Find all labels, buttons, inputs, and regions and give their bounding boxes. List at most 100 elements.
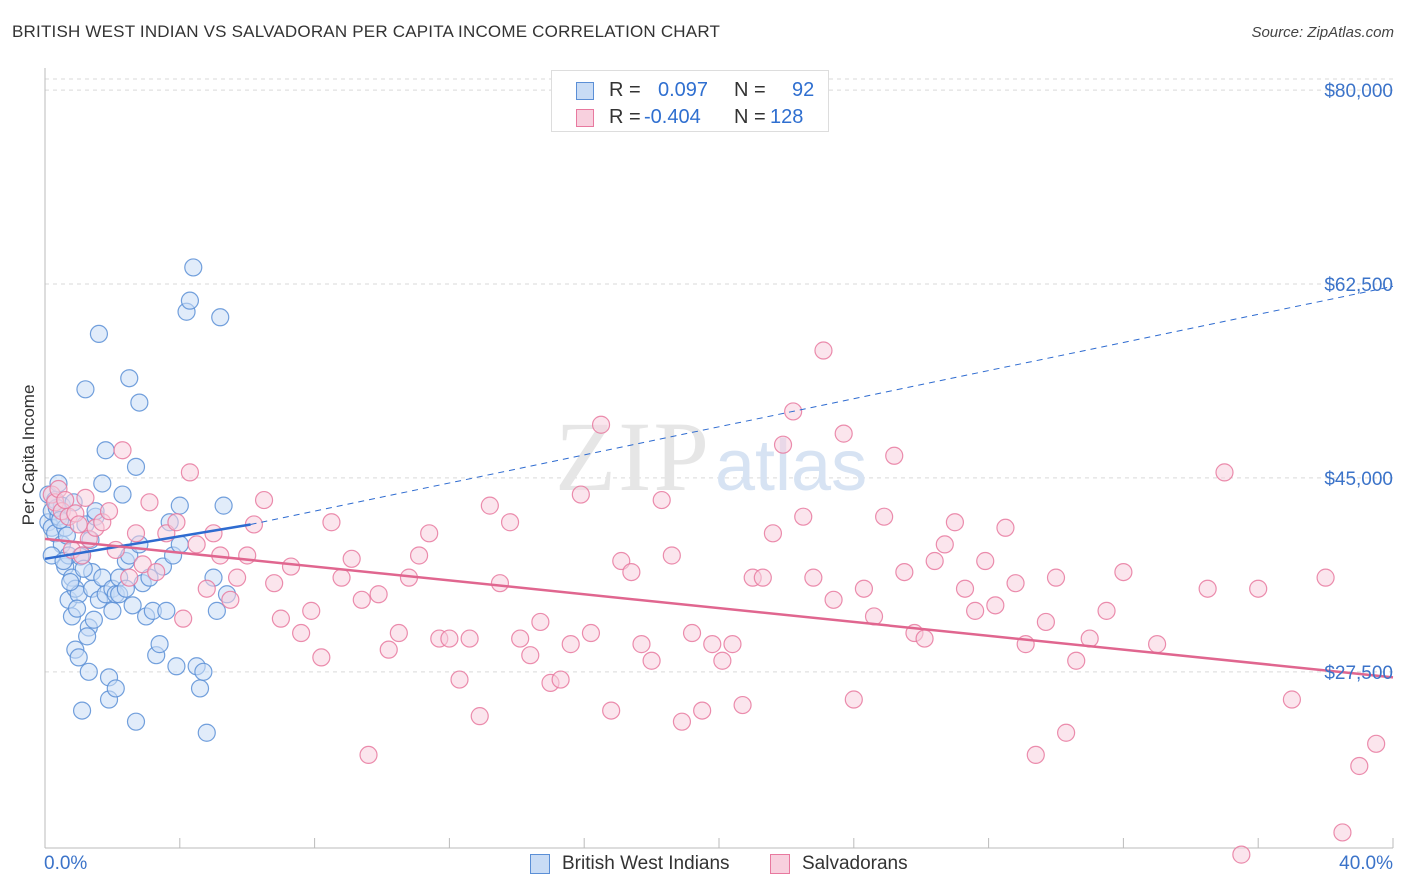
- data-point-salvadoran: [885, 446, 904, 465]
- data-point-salvadoran: [672, 712, 692, 731]
- data-point-salvadoran: [99, 502, 119, 521]
- legend-n-value: 92: [792, 79, 815, 101]
- chart-title: BRITISH WEST INDIAN VS SALVADORAN PER CA…: [12, 22, 721, 41]
- data-point-salvadoran: [521, 646, 540, 665]
- legend-row-blue: R = 0.097 N = 92: [552, 76, 828, 104]
- legend-r-value: 0.097: [658, 79, 709, 101]
- data-point-salvadoran: [652, 490, 671, 510]
- data-point-salvadoran: [440, 629, 459, 648]
- data-point-british-west-indian: [150, 635, 169, 654]
- data-point-british-west-indian: [103, 601, 122, 620]
- data-point-salvadoran: [854, 579, 874, 598]
- data-point-salvadoran: [581, 623, 601, 643]
- data-point-salvadoran: [814, 341, 833, 360]
- data-point-salvadoran: [187, 535, 206, 554]
- data-point-salvadoran: [1333, 823, 1352, 842]
- data-point-british-west-indian: [79, 662, 98, 681]
- data-point-salvadoran: [531, 612, 550, 632]
- data-point-salvadoran: [1114, 563, 1133, 582]
- data-point-british-west-indian: [72, 701, 92, 720]
- data-point-salvadoran: [147, 563, 166, 582]
- data-point-british-west-indian: [120, 369, 139, 388]
- data-point-salvadoran: [369, 585, 388, 604]
- trend-line-pink: [44, 537, 1394, 679]
- data-point-salvadoran: [133, 555, 152, 574]
- data-point-salvadoran: [895, 563, 914, 582]
- data-point-british-west-indian: [211, 308, 230, 327]
- data-point-british-west-indian: [130, 393, 149, 412]
- data-point-british-west-indian: [78, 627, 97, 646]
- x-tick-label: 0.0%: [44, 853, 87, 874]
- points-layer: [39, 258, 1386, 864]
- correlation-legend: R = 0.097 N = 92 R = -0.404 N = 128: [551, 70, 829, 132]
- data-point-salvadoran: [763, 524, 783, 543]
- data-point-british-west-indian: [180, 291, 200, 310]
- data-point-british-west-indian: [76, 380, 95, 399]
- legend-r-label: R =: [609, 79, 641, 101]
- data-point-salvadoran: [551, 670, 570, 689]
- data-point-salvadoran: [834, 424, 853, 443]
- data-point-british-west-indian: [167, 657, 186, 676]
- data-point-salvadoran: [254, 490, 274, 510]
- data-point-british-west-indian: [194, 662, 213, 681]
- data-point-salvadoran: [69, 515, 88, 534]
- legend-swatch-blue: [530, 854, 550, 874]
- data-point-salvadoran: [622, 563, 641, 582]
- data-point-salvadoran: [602, 701, 621, 720]
- data-point-salvadoran: [227, 568, 247, 587]
- x-tick-label: 40.0%: [1339, 853, 1393, 874]
- data-point-salvadoran: [204, 524, 223, 543]
- data-point-salvadoran: [1215, 463, 1234, 482]
- data-point-salvadoran: [174, 609, 193, 628]
- data-point-british-west-indian: [106, 679, 125, 698]
- data-point-salvadoran: [945, 513, 965, 532]
- data-point-salvadoran: [794, 507, 813, 526]
- data-point-salvadoran: [966, 601, 985, 620]
- data-point-salvadoran: [824, 590, 843, 609]
- data-point-salvadoran: [844, 690, 863, 709]
- data-point-british-west-indian: [96, 441, 115, 460]
- data-point-british-west-indian: [84, 610, 103, 629]
- data-point-salvadoran: [76, 488, 95, 507]
- data-point-salvadoran: [420, 524, 439, 543]
- data-point-british-west-indian: [157, 601, 176, 620]
- data-point-salvadoran: [379, 640, 398, 659]
- data-point-british-west-indian: [207, 601, 226, 620]
- data-point-salvadoran: [632, 635, 651, 654]
- data-point-salvadoran: [976, 551, 995, 571]
- data-point-british-west-indian: [126, 457, 146, 476]
- series-legend: British West Indians Salvadorans: [0, 852, 1406, 878]
- data-point-salvadoran: [1282, 690, 1302, 709]
- data-point-salvadoran: [140, 493, 159, 512]
- data-point-salvadoran: [281, 557, 301, 576]
- data-point-salvadoran: [1198, 579, 1217, 598]
- y-tick-label: $45,000: [1324, 469, 1393, 490]
- data-point-salvadoran: [180, 463, 200, 482]
- data-point-salvadoran: [312, 648, 331, 667]
- y-tick-label: $27,500: [1324, 663, 1393, 684]
- data-point-salvadoran: [753, 568, 772, 587]
- y-tick-label: $62,500: [1324, 275, 1393, 296]
- data-point-salvadoran: [470, 707, 489, 726]
- data-point-salvadoran: [723, 635, 742, 654]
- legend-label: British West Indians: [562, 853, 730, 874]
- grid-layer: [45, 78, 1393, 673]
- trend-layer: [44, 285, 1394, 679]
- legend-r-label: R =: [609, 106, 641, 128]
- data-point-salvadoran: [804, 568, 823, 587]
- trend-line-dashed-blue: [250, 285, 1394, 525]
- axis-layer: [44, 68, 1394, 849]
- data-point-salvadoran: [389, 623, 408, 643]
- data-point-british-west-indian: [170, 496, 189, 515]
- data-point-salvadoran: [935, 535, 954, 554]
- trend-line-blue: [44, 523, 251, 561]
- data-point-salvadoran: [1147, 635, 1167, 654]
- data-point-salvadoran: [662, 546, 681, 565]
- data-point-salvadoran: [352, 590, 371, 609]
- data-point-salvadoran: [571, 485, 590, 504]
- data-point-salvadoran: [996, 518, 1015, 537]
- data-point-british-west-indian: [61, 572, 80, 592]
- data-point-salvadoran: [1350, 756, 1369, 776]
- data-point-british-west-indian: [69, 648, 88, 667]
- data-point-salvadoran: [986, 596, 1005, 615]
